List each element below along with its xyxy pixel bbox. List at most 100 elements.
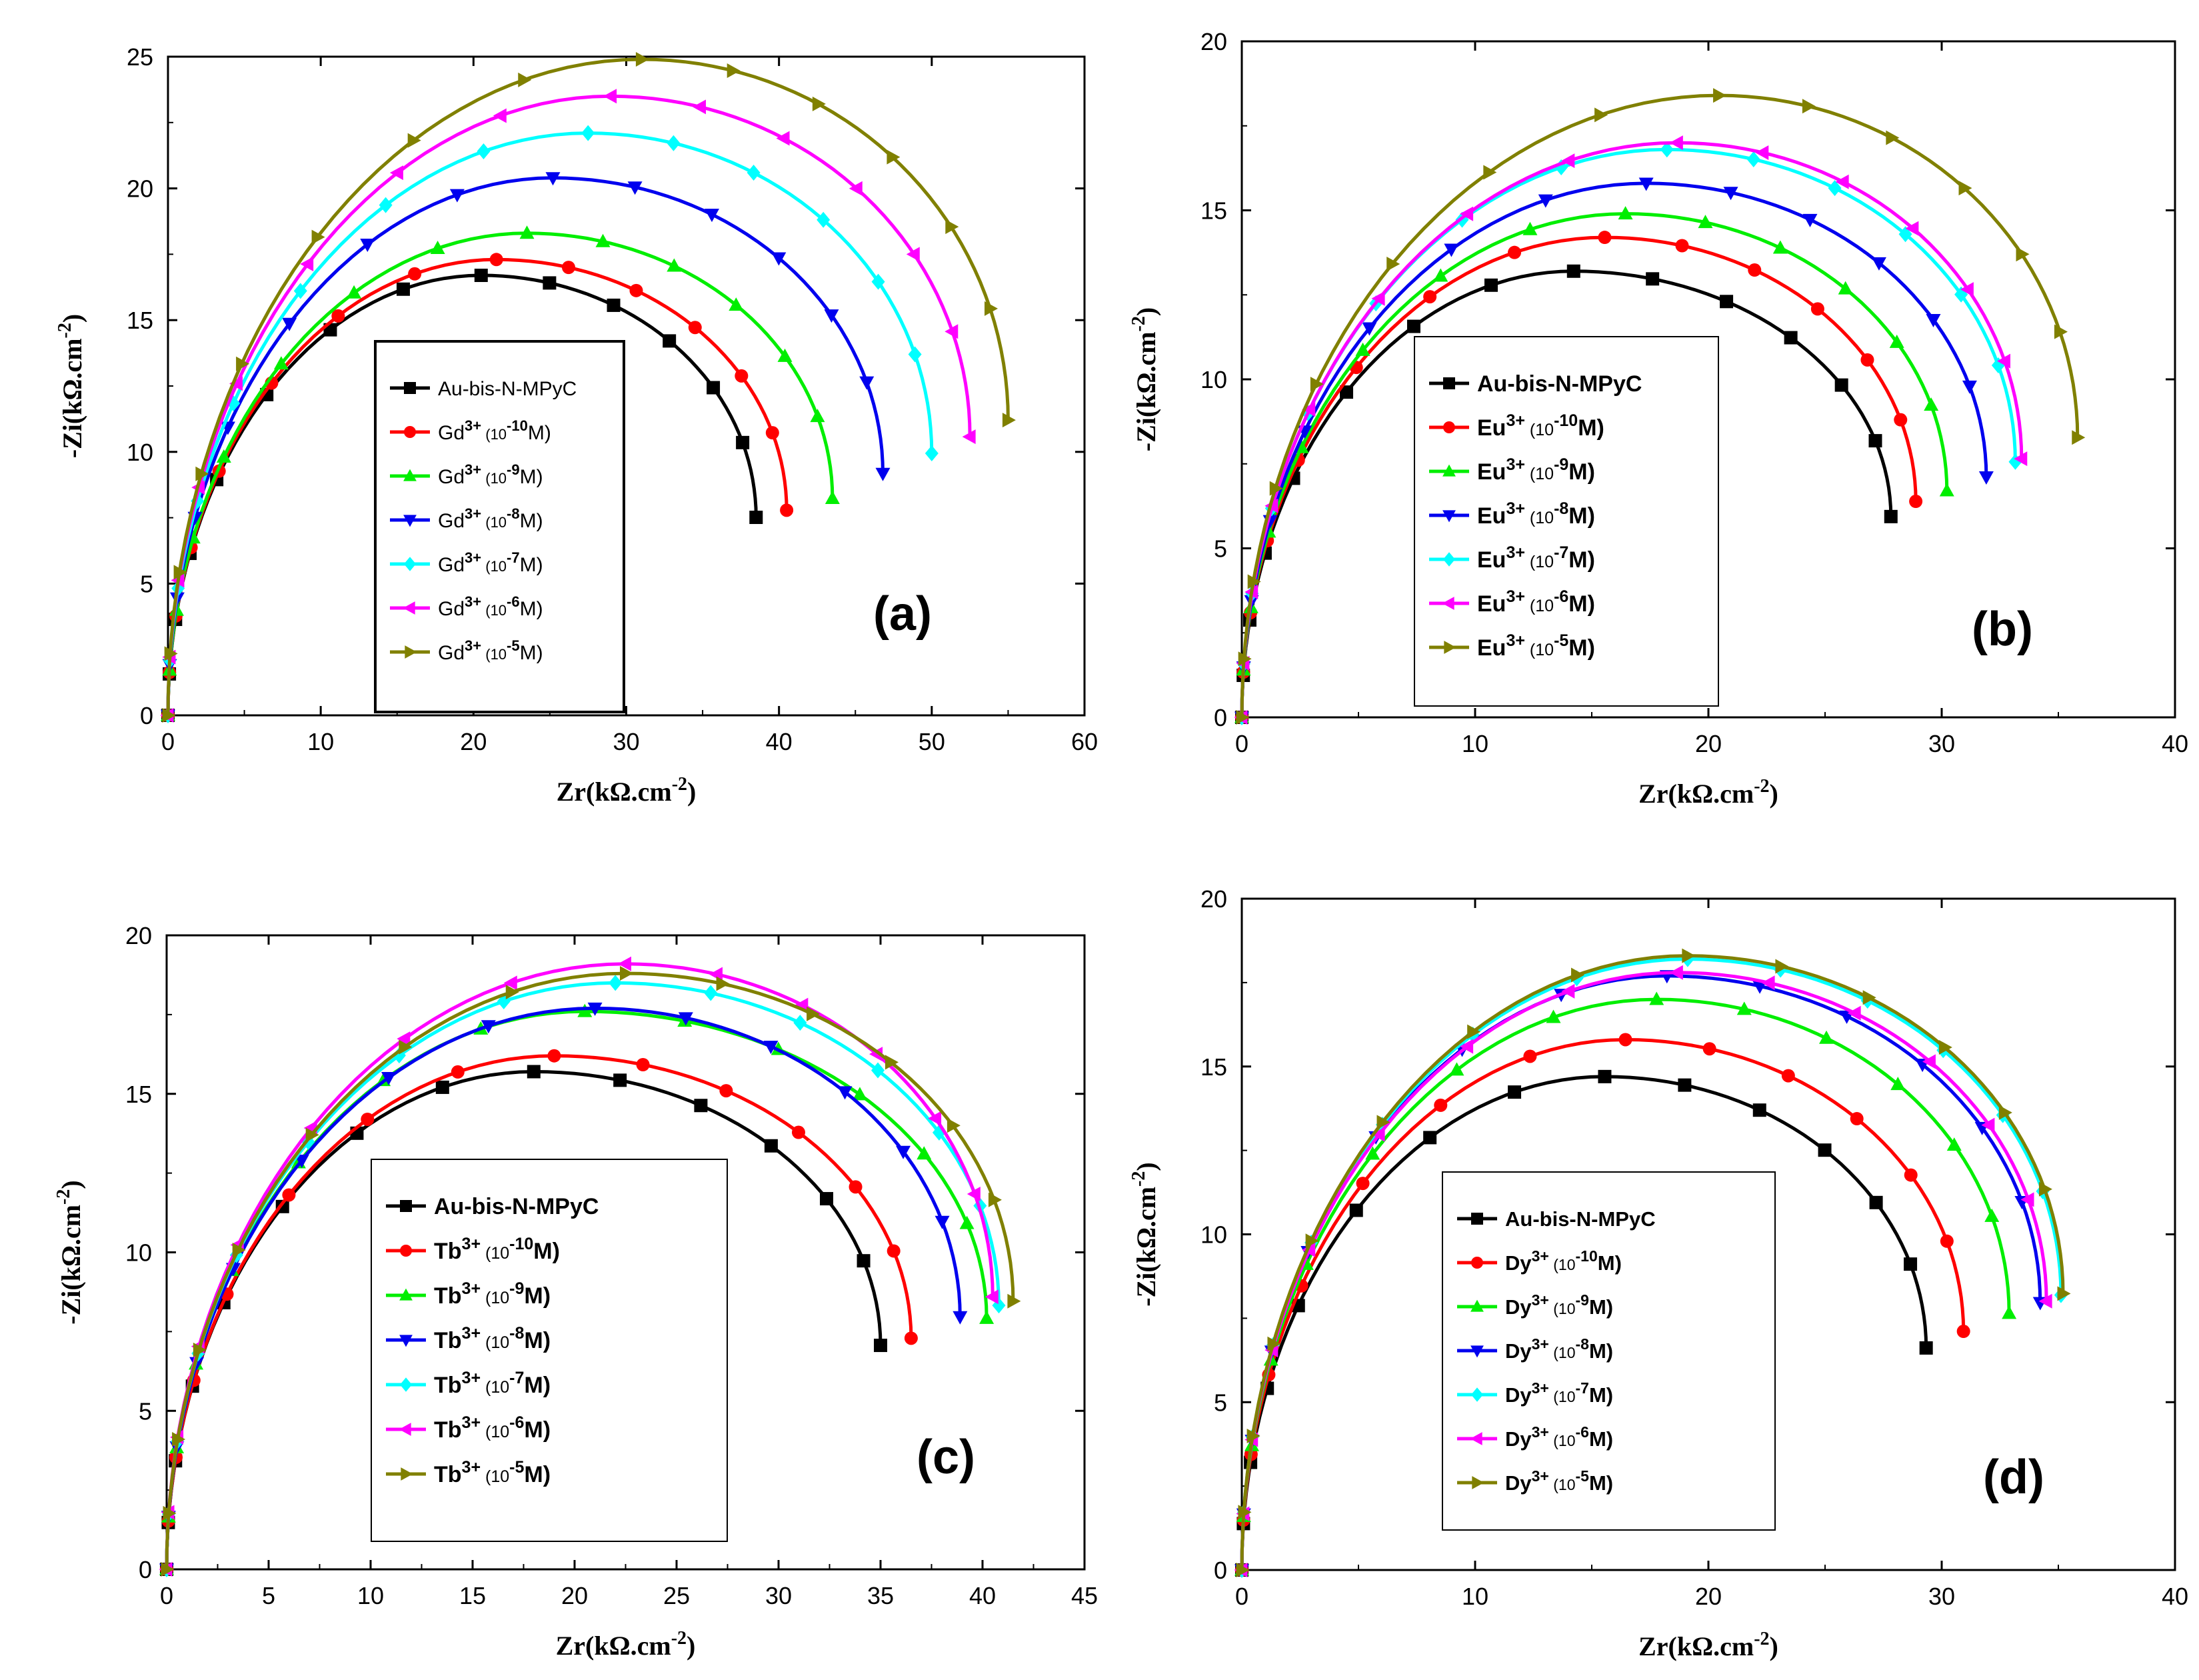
y-axis-label: -Zi(kΩ.cm-2) [1128,1162,1161,1306]
data-point [694,1099,707,1112]
data-point [1598,1070,1611,1083]
y-tick-label: 0 [140,702,153,729]
legend-ion-charge: 3+ [1532,1291,1549,1309]
legend-label-prefix: Tb [434,1417,462,1443]
data-point [793,1015,807,1031]
x-tick-label: 0 [1235,1583,1248,1610]
legend-ion-charge: 3+ [462,1413,481,1432]
data-point [493,108,507,123]
data-point [747,165,761,181]
data-point [636,52,649,67]
legend-label-prefix: Gd [438,466,465,488]
data-point [749,511,763,524]
data-point [490,253,503,266]
x-tick-label: 10 [357,1582,384,1609]
legend-ion-charge: 3+ [1506,631,1525,650]
legend-conc-exp: -9 [507,461,520,478]
data-point [849,1180,863,1193]
legend-unit: M) [1589,1383,1613,1407]
legend-marker [1471,1257,1483,1269]
x-axis-label-text: Zr(kΩ.cm [556,1631,671,1661]
legend-label-prefix: Eu [1477,415,1506,441]
data-point [735,369,748,383]
legend-conc-exp: -6 [1576,1423,1589,1441]
legend-label-prefix: Au-bis-N-MPyC [1477,371,1642,397]
legend-unit: M) [524,1328,551,1353]
legend-label-prefix: Tb [434,1283,462,1309]
legend-conc-exp: -6 [509,1413,524,1432]
legend-conc-exp: -5 [507,637,520,654]
y-tick-label: 10 [127,439,153,466]
legend-paren: (10 [1549,1300,1576,1317]
y-tick-label: 5 [139,1397,152,1425]
data-point [765,1139,778,1153]
data-point [1904,1257,1917,1271]
x-tick-label: 5 [262,1582,275,1609]
x-axis-label: Zr(kΩ.cm-2) [557,774,697,807]
legend-label-prefix: Tb [434,1373,462,1398]
legend-unit: M) [528,422,551,444]
y-tick-label: 15 [127,307,153,334]
legend-paren: (10 [481,602,507,619]
x-axis-label: Zr(kΩ.cm-2) [556,1628,696,1661]
legend-conc-exp: -10 [1554,411,1578,430]
x-axis-label-text: Zr(kΩ.cm [557,777,672,807]
data-point [663,334,676,347]
legend-paren: (10 [1549,1256,1576,1273]
data-point [780,503,793,517]
legend-label-prefix: Gd [438,422,465,444]
data-point [719,1084,733,1097]
x-tick-label: 0 [160,1582,173,1609]
data-point [1713,88,1726,103]
legend-ion-charge: 3+ [1532,1247,1549,1265]
y-tick-label: 15 [1200,1053,1227,1081]
legend-ion-charge: 3+ [462,1369,481,1387]
legend-unit: M) [520,466,543,488]
data-point [1720,295,1733,308]
data-point [1920,1341,1933,1355]
data-point [361,1113,374,1126]
data-point [1753,1103,1766,1117]
legend-unit: M) [520,642,543,664]
x-tick-label: 20 [561,1582,588,1609]
legend-unit: M) [1568,547,1595,573]
legend-paren: (10 [481,1423,509,1441]
x-axis-label: Zr(kΩ.cm-2) [1638,1629,1778,1661]
legend-label-prefix: Gd [438,510,465,532]
legend-marker [1443,421,1455,433]
data-point [960,1216,975,1229]
data-point [581,125,595,141]
data-point [2016,247,2029,261]
data-point [953,1311,967,1325]
data-point [1356,1177,1370,1190]
legend-paren: (10 [1525,641,1554,659]
data-point [397,283,410,296]
legend-label: Au-bis-N-MPyC [1505,1207,1656,1231]
legend-label-prefix: Dy [1505,1471,1532,1495]
data-point [859,377,874,390]
data-point [925,445,939,461]
legend-conc-exp: -5 [1554,631,1568,650]
legend-marker [404,382,416,394]
x-tick-label: 20 [1695,730,1722,757]
legend-conc-exp: -10 [507,417,528,434]
y-tick-label: 5 [140,570,153,597]
data-point [1870,1196,1883,1209]
y-axis-label-text: -Zi(kΩ.cm [1131,1187,1161,1307]
legend-paren: (10 [1549,1344,1576,1361]
legend-ion-charge: 3+ [1506,499,1525,518]
legend-unit: M) [1589,1427,1613,1451]
data-point [1850,1112,1864,1125]
legend-conc-exp: -5 [1576,1467,1590,1485]
data-point [1894,413,1907,427]
legend-marker [404,426,416,438]
data-point [543,276,556,289]
y-axis-label-close: ) [56,1180,86,1189]
figure: 0 10 20 30 40 50 600510152025Zr(kΩ.cm-2)-Zi(kΩ… [0,0,2199,1680]
legend-conc-exp: -9 [1576,1291,1589,1309]
data-point [704,985,717,1001]
y-tick-label: 20 [1200,28,1227,55]
legend-conc-exp: -10 [509,1235,533,1253]
y-tick-label: 10 [1200,1221,1227,1249]
legend-conc-exp: -8 [507,505,520,522]
